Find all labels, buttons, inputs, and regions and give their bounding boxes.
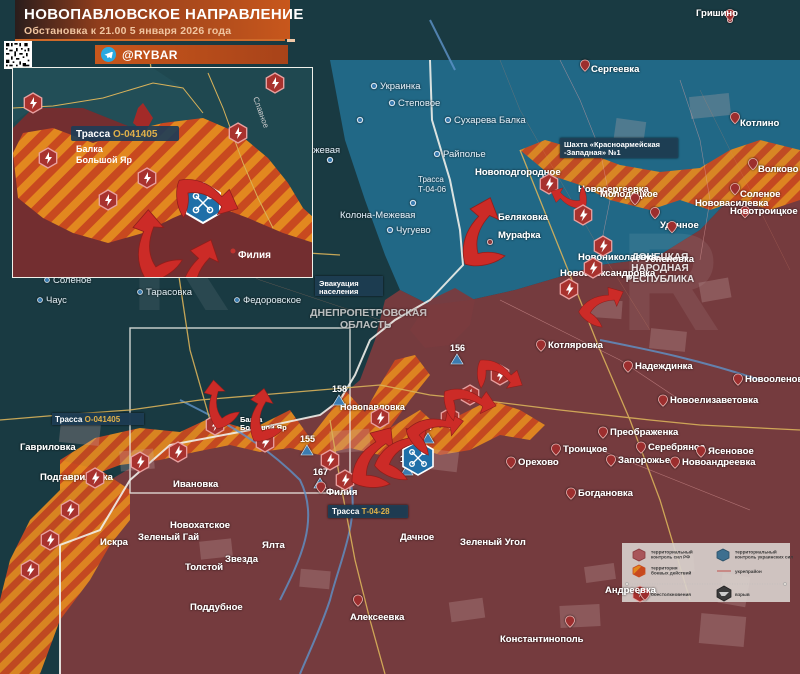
svg-text:Трасса О-041405: Трасса О-041405: [76, 129, 158, 140]
svg-text:Большой Яр: Большой Яр: [76, 155, 132, 165]
svg-text:Филия: Филия: [238, 250, 271, 261]
svg-text:Балка: Балка: [76, 144, 104, 154]
